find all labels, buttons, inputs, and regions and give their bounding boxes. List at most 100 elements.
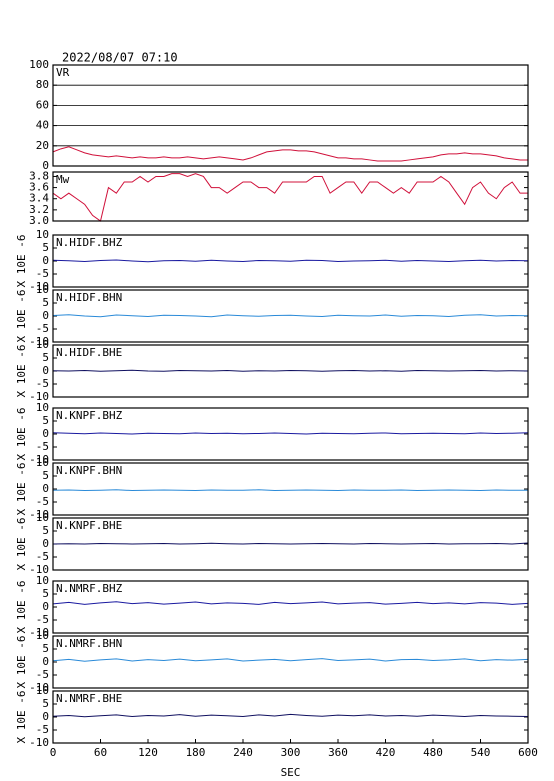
y-tick-label: -10	[29, 280, 49, 293]
panel-frame	[52, 690, 529, 744]
x-tick-label: 600	[518, 746, 538, 759]
panel-frame	[52, 407, 529, 461]
y-tick-label: 0	[42, 482, 49, 495]
y-tick-label: 10	[36, 456, 49, 469]
y-tick-label: 5	[42, 697, 49, 710]
y-tick-label: 0	[42, 655, 49, 668]
y-tick-label: -5	[36, 267, 49, 280]
trace-line	[52, 601, 529, 605]
y-tick-label: 5	[42, 642, 49, 655]
panel-frame	[52, 580, 529, 634]
y-tick-label: 80	[36, 78, 49, 91]
panel-frame	[52, 635, 529, 689]
panel-label: N.HIDF.BHN	[56, 291, 122, 304]
y-tick-label: 3.6	[29, 181, 49, 194]
y-tick-label: -10	[29, 736, 49, 749]
y-tick-label: 10	[36, 338, 49, 351]
y-tick-label: -5	[36, 377, 49, 390]
panel-label: N.NMRF.BHE	[56, 692, 122, 705]
y-tick-label: 60	[36, 98, 49, 111]
y-tick-label: 0	[42, 537, 49, 550]
y-tick-label: 0	[42, 254, 49, 267]
y-tick-label: -10	[29, 563, 49, 576]
y-tick-label: -10	[29, 390, 49, 403]
chart-title: 2022/08/07 07:10	[62, 51, 178, 65]
trace-line	[52, 713, 529, 718]
y-tick-label: -10	[29, 681, 49, 694]
y-tick-label: 0	[42, 309, 49, 322]
trace-line	[52, 432, 529, 435]
y-tick-label: 10	[36, 283, 49, 296]
panel-label: N.KNPF.BHZ	[56, 409, 123, 422]
panel-frame	[52, 171, 529, 222]
panel-label: N.HIDF.BHE	[56, 346, 122, 359]
y-tick-label: -5	[36, 723, 49, 736]
panel-label: N.HIDF.BHZ	[56, 236, 123, 249]
y-tick-label: 3.8	[29, 169, 49, 182]
y-tick-label: 3.0	[29, 214, 49, 227]
trace-line	[52, 489, 528, 492]
panel-label: N.KNPF.BHE	[56, 519, 122, 532]
y-tick-label: 0	[42, 427, 49, 440]
y-axis-label: X 10E -6	[15, 518, 28, 571]
y-tick-label: 40	[36, 119, 49, 132]
panel-label: N.NMRF.BHN	[56, 637, 122, 650]
panel-label: Mw	[56, 173, 70, 186]
panel-label: N.KNPF.BHN	[56, 464, 122, 477]
panel-frame	[52, 517, 529, 571]
y-tick-label: 10	[36, 511, 49, 524]
y-tick-label: 5	[42, 414, 49, 427]
x-tick-label: 480	[423, 746, 443, 759]
x-tick-label: 240	[233, 746, 253, 759]
y-tick-label: 5	[42, 241, 49, 254]
y-axis-label: X 10E -6	[15, 691, 28, 744]
x-tick-label: 60	[94, 746, 107, 759]
y-tick-label: -10	[29, 453, 49, 466]
y-axis-label: X 10E -6	[15, 636, 28, 689]
y-tick-label: -10	[29, 508, 49, 521]
x-tick-label: 420	[376, 746, 396, 759]
y-tick-label: -5	[36, 613, 49, 626]
y-tick-label: 20	[36, 139, 49, 152]
y-tick-label: 10	[36, 574, 49, 587]
y-tick-label: -5	[36, 495, 49, 508]
y-tick-label: 100	[29, 58, 49, 71]
y-tick-label: -5	[36, 550, 49, 563]
y-tick-label: 10	[36, 228, 49, 241]
y-tick-label: -5	[36, 440, 49, 453]
y-axis-label: X 10E -6	[15, 235, 28, 288]
x-tick-label: 300	[281, 746, 301, 759]
y-tick-label: 0	[42, 710, 49, 723]
panel-frame	[52, 289, 529, 343]
trace-line	[52, 173, 528, 222]
trace-line	[52, 146, 528, 162]
x-tick-label: 180	[186, 746, 206, 759]
y-tick-label: -5	[36, 322, 49, 335]
panel-frame	[52, 234, 529, 288]
trace-line	[52, 658, 529, 662]
y-tick-label: 0	[42, 600, 49, 613]
x-axis-label: SEC	[281, 766, 301, 779]
trace-line	[52, 542, 529, 545]
x-tick-label: 360	[328, 746, 348, 759]
trace-line	[52, 259, 529, 263]
y-tick-label: 10	[36, 401, 49, 414]
y-tick-label: 0	[42, 364, 49, 377]
y-axis-label: X 10E -6	[15, 290, 28, 343]
y-axis-label: X 10E -6	[15, 345, 28, 398]
panel-label: VR	[56, 66, 70, 79]
panel-frame	[52, 462, 529, 516]
y-tick-label: 5	[42, 469, 49, 482]
trace-line	[52, 369, 529, 372]
y-tick-label: 3.2	[29, 203, 49, 216]
x-tick-label: 120	[138, 746, 158, 759]
y-tick-label: 10	[36, 684, 49, 697]
y-tick-label: -10	[29, 335, 49, 348]
panel-frame	[52, 344, 529, 398]
y-tick-label: 3.4	[29, 192, 49, 205]
y-axis-label: X 10E -6	[15, 408, 28, 461]
panel-frame	[52, 64, 529, 167]
y-tick-label: 5	[42, 587, 49, 600]
